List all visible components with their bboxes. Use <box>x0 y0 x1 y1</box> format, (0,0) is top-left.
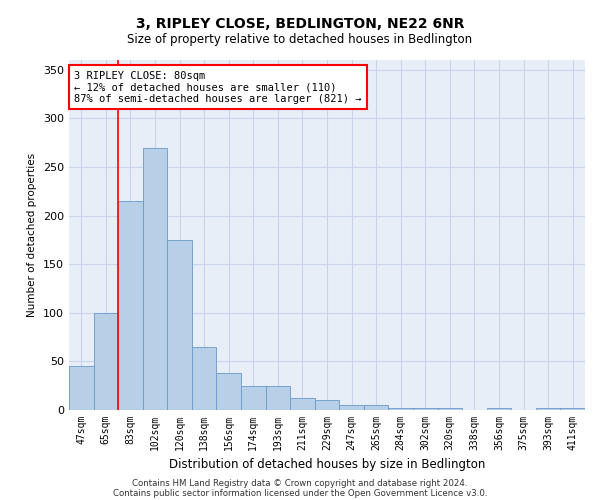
Bar <box>167 240 192 410</box>
Text: Contains HM Land Registry data © Crown copyright and database right 2024.: Contains HM Land Registry data © Crown c… <box>132 478 468 488</box>
Bar <box>364 405 388 410</box>
Bar <box>94 313 118 410</box>
Y-axis label: Number of detached properties: Number of detached properties <box>28 153 37 317</box>
Text: 3 RIPLEY CLOSE: 80sqm
← 12% of detached houses are smaller (110)
87% of semi-det: 3 RIPLEY CLOSE: 80sqm ← 12% of detached … <box>74 70 362 104</box>
Bar <box>143 148 167 410</box>
Bar <box>69 366 94 410</box>
X-axis label: Distribution of detached houses by size in Bedlington: Distribution of detached houses by size … <box>169 458 485 471</box>
Bar <box>339 405 364 410</box>
Bar <box>217 373 241 410</box>
Text: Size of property relative to detached houses in Bedlington: Size of property relative to detached ho… <box>127 32 473 46</box>
Bar <box>560 408 585 410</box>
Bar <box>315 400 339 410</box>
Text: Contains public sector information licensed under the Open Government Licence v3: Contains public sector information licen… <box>113 488 487 498</box>
Text: 3, RIPLEY CLOSE, BEDLINGTON, NE22 6NR: 3, RIPLEY CLOSE, BEDLINGTON, NE22 6NR <box>136 18 464 32</box>
Bar <box>118 201 143 410</box>
Bar <box>536 408 560 410</box>
Bar <box>290 398 315 410</box>
Bar <box>241 386 266 410</box>
Bar <box>192 347 217 410</box>
Bar <box>266 386 290 410</box>
Bar <box>487 408 511 410</box>
Bar <box>388 408 413 410</box>
Bar <box>437 408 462 410</box>
Bar <box>413 408 437 410</box>
